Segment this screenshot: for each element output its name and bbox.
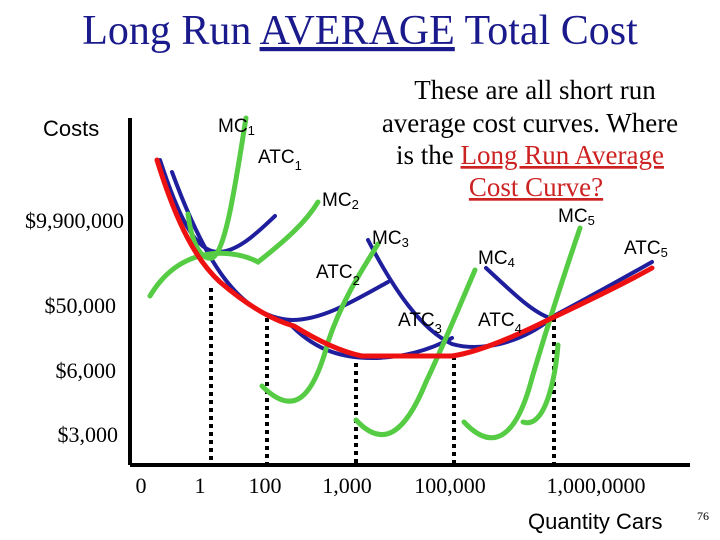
lrac-curve	[154, 157, 655, 359]
y-tick-label: $9,900,000	[25, 208, 124, 233]
atc-4-label: ATC4	[478, 310, 522, 336]
mc-5-label: MC5	[558, 206, 595, 228]
y-axis-title: Costs	[43, 116, 99, 141]
title-prefix: Long Run	[82, 8, 259, 54]
callout-highlight-2: Cost Curve?	[469, 172, 603, 202]
title-suffix: Total Cost	[455, 8, 638, 54]
x-tick-label: 100,000	[414, 473, 486, 498]
y-tick-labels: $9,900,000 $50,000 $6,000 $3,000	[25, 208, 124, 447]
callout-line-3: is the Long Run Average	[396, 140, 664, 170]
y-tick-label: $6,000	[56, 358, 117, 383]
callout-line-2: average cost curves. Where	[382, 108, 678, 138]
x-tick-label: 1	[195, 473, 206, 498]
x-tick-label: 0	[136, 473, 147, 498]
atc-2-curve	[170, 170, 390, 323]
mc-6-curve	[520, 342, 561, 426]
x-tick-labels: 0 1 100 1,000 100,000 1,000,0000	[136, 473, 646, 498]
y-tick-label: $50,000	[45, 293, 117, 318]
mc-2-label: MC2	[322, 190, 359, 212]
mc-3-label: MC3	[372, 228, 409, 250]
callout-highlight-1: Long Run Average	[461, 140, 664, 170]
atc-3-label: ATC3	[398, 310, 442, 336]
x-axis-title: Quantity Cars	[528, 509, 663, 534]
callout-line-3-prefix: is the	[396, 140, 461, 170]
atc-4-curve	[366, 238, 554, 349]
x-tick-label: 100	[249, 473, 282, 498]
atc-2-label: ATC2	[316, 262, 360, 288]
x-tick-label: 1,000	[322, 473, 372, 498]
atc-5-label: ATC5	[624, 238, 668, 260]
slide-title: Long Run AVERAGE Total Cost	[82, 8, 638, 54]
curve-labels: MC1 ATC1 MC2 MC3 ATC2 ATC3 MC4 ATC4 MC5 …	[218, 116, 668, 336]
mc-1-curve	[185, 115, 249, 261]
axes	[128, 118, 690, 467]
x-tick-label: 1,000,0000	[547, 473, 646, 498]
mc-4-curve	[353, 267, 478, 438]
atc-1-curve	[158, 158, 277, 255]
page-number: 76	[697, 509, 709, 523]
mc-1-label: MC1	[218, 116, 255, 138]
atc-1-label: ATC1	[258, 147, 302, 173]
mc-2-curve	[147, 199, 321, 299]
mc-4-label: MC4	[478, 248, 515, 270]
callout-text: These are all short run average cost cur…	[382, 75, 678, 202]
title-emphasis: AVERAGE	[260, 8, 455, 54]
y-tick-label: $3,000	[58, 422, 119, 447]
callout-line-1: These are all short run	[414, 75, 656, 105]
mc-5-curve	[461, 225, 583, 441]
